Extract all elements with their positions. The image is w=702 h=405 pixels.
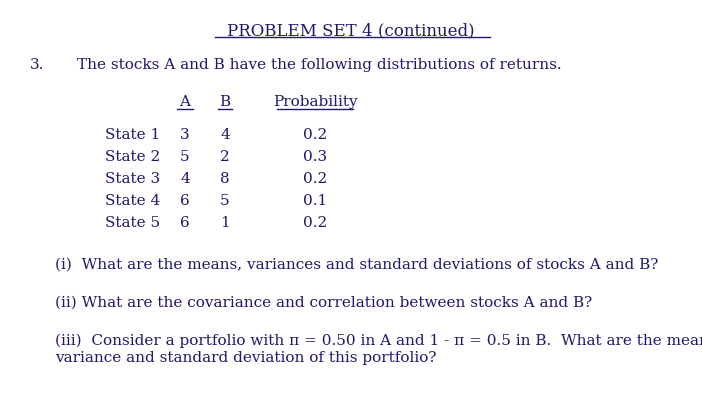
Text: (ii) What are the covariance and correlation between stocks A and B?: (ii) What are the covariance and correla… [55,296,592,310]
Text: State 4: State 4 [105,194,160,208]
Text: 0.2: 0.2 [303,172,327,186]
Text: A: A [180,95,190,109]
Text: 3.: 3. [30,58,44,72]
Text: The stocks A and B have the following distributions of returns.: The stocks A and B have the following di… [77,58,562,72]
Text: State 1: State 1 [105,128,160,142]
Text: 0.3: 0.3 [303,150,327,164]
Text: 0.1: 0.1 [303,194,327,208]
Text: (iii)  Consider a portfolio with π = 0.50 in A and 1 - π = 0.5 in B.  What are t: (iii) Consider a portfolio with π = 0.50… [55,334,702,364]
Text: 5: 5 [220,194,230,208]
Text: 0.2: 0.2 [303,128,327,142]
Text: State 3: State 3 [105,172,160,186]
Text: 0.2: 0.2 [303,216,327,230]
Text: 8: 8 [220,172,230,186]
Text: PROBLEM SET 4 (continued): PROBLEM SET 4 (continued) [227,22,475,39]
Text: 6: 6 [180,216,190,230]
Text: 4: 4 [220,128,230,142]
Text: State 5: State 5 [105,216,160,230]
Text: 1: 1 [220,216,230,230]
Text: B: B [220,95,230,109]
Text: (i)  What are the means, variances and standard deviations of stocks A and B?: (i) What are the means, variances and st… [55,258,658,272]
Text: 2: 2 [220,150,230,164]
Text: State 2: State 2 [105,150,160,164]
Text: Probability: Probability [272,95,357,109]
Text: 4: 4 [180,172,190,186]
Text: 5: 5 [180,150,190,164]
Text: 3: 3 [180,128,190,142]
Text: 6: 6 [180,194,190,208]
